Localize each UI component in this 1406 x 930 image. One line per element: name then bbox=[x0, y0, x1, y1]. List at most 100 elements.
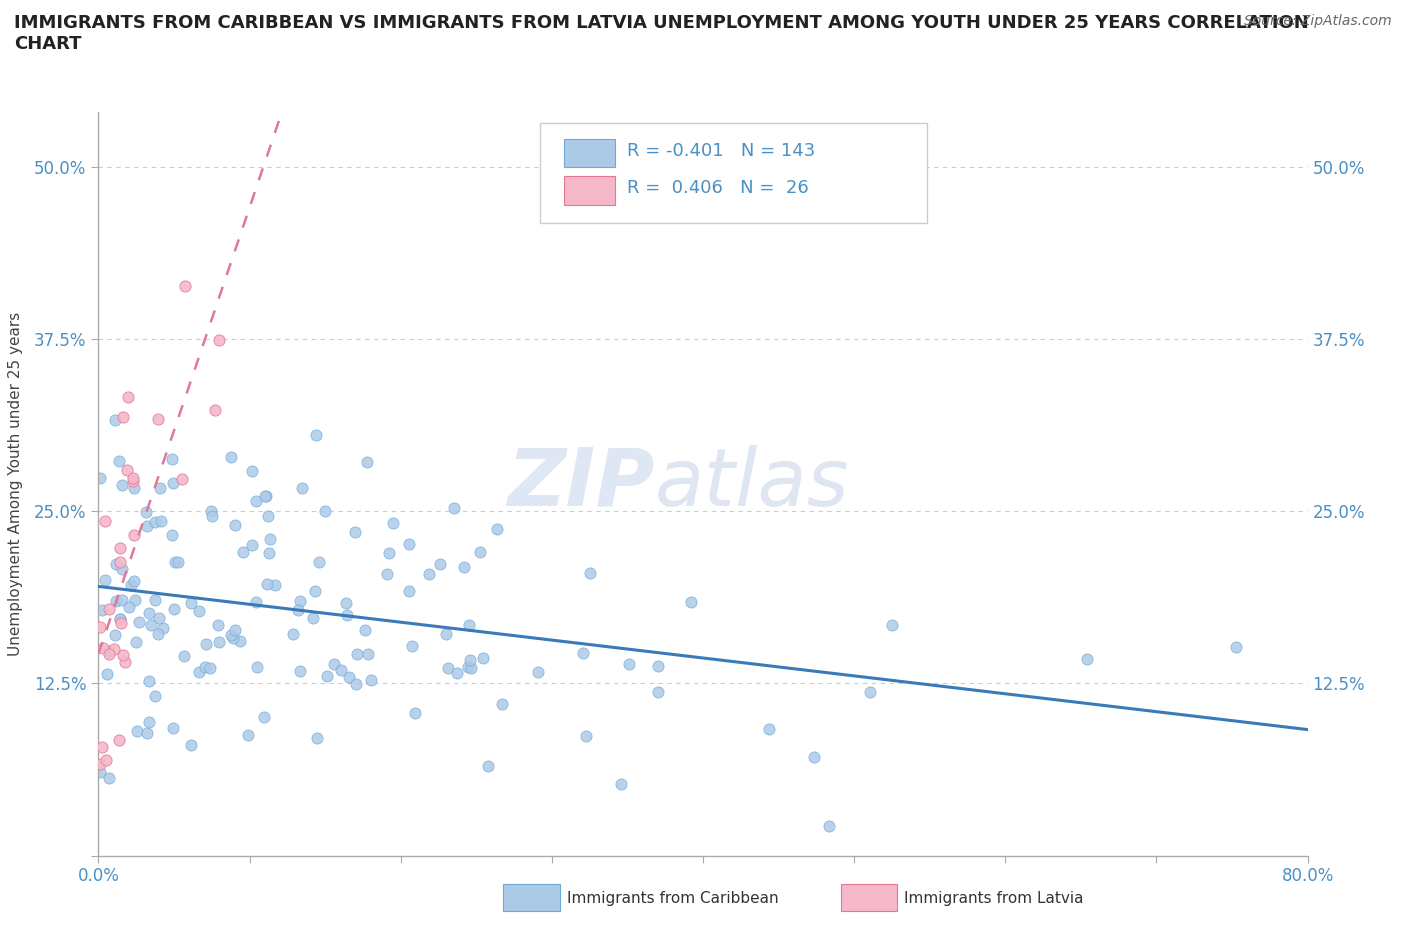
Point bbox=[240, 464, 263, 479]
Point bbox=[245, 595, 267, 610]
Point bbox=[453, 560, 475, 575]
Point bbox=[114, 654, 136, 669]
Point bbox=[344, 525, 367, 539]
Point bbox=[198, 660, 221, 675]
Point bbox=[1225, 640, 1247, 655]
Point bbox=[256, 577, 278, 591]
Point bbox=[316, 669, 339, 684]
Point bbox=[138, 673, 160, 688]
Point bbox=[111, 561, 134, 576]
Point bbox=[758, 722, 780, 737]
Point bbox=[135, 505, 157, 520]
Point bbox=[173, 648, 195, 663]
Point bbox=[162, 721, 184, 736]
FancyBboxPatch shape bbox=[564, 140, 614, 167]
Point bbox=[122, 528, 145, 543]
Point bbox=[679, 595, 702, 610]
Point bbox=[229, 633, 252, 648]
Point bbox=[115, 462, 138, 477]
Point bbox=[104, 628, 127, 643]
Point bbox=[375, 566, 398, 581]
Point bbox=[572, 645, 595, 660]
Point bbox=[290, 663, 312, 678]
Point bbox=[880, 618, 903, 632]
Point bbox=[138, 714, 160, 729]
Point bbox=[418, 566, 440, 581]
Point bbox=[579, 565, 602, 580]
Point bbox=[122, 471, 145, 485]
Point bbox=[89, 471, 111, 485]
Point bbox=[135, 726, 157, 741]
Point bbox=[208, 634, 231, 649]
Point bbox=[162, 601, 184, 616]
Point bbox=[108, 612, 131, 627]
Text: IMMIGRANTS FROM CARIBBEAN VS IMMIGRANTS FROM LATVIA UNEMPLOYMENT AMONG YOUTH UND: IMMIGRANTS FROM CARIBBEAN VS IMMIGRANTS … bbox=[14, 14, 1309, 53]
Text: R =  0.406   N =  26: R = 0.406 N = 26 bbox=[627, 179, 808, 197]
Point bbox=[152, 620, 174, 635]
Point bbox=[127, 724, 149, 738]
Point bbox=[245, 493, 267, 508]
Point bbox=[149, 481, 172, 496]
Point bbox=[120, 578, 142, 592]
Point bbox=[208, 332, 231, 347]
Point bbox=[344, 677, 367, 692]
Point bbox=[457, 660, 479, 675]
Point bbox=[143, 592, 166, 607]
Point bbox=[224, 517, 246, 532]
Point bbox=[89, 620, 111, 635]
Point bbox=[98, 602, 121, 617]
Point bbox=[110, 554, 132, 569]
Point bbox=[817, 819, 839, 834]
Point bbox=[111, 478, 134, 493]
Point bbox=[307, 731, 329, 746]
Point bbox=[329, 663, 352, 678]
Text: Immigrants from Latvia: Immigrants from Latvia bbox=[904, 891, 1084, 906]
Point bbox=[458, 618, 481, 632]
Point bbox=[89, 764, 111, 779]
Point bbox=[240, 538, 263, 552]
Point bbox=[122, 473, 145, 488]
Point bbox=[337, 670, 360, 684]
Point bbox=[122, 574, 145, 589]
Point bbox=[443, 501, 465, 516]
Point bbox=[288, 593, 311, 608]
Point bbox=[436, 661, 458, 676]
Point bbox=[527, 664, 550, 679]
Point bbox=[180, 596, 202, 611]
Point bbox=[1076, 652, 1098, 667]
Point bbox=[96, 667, 118, 682]
Point bbox=[254, 488, 277, 503]
Point bbox=[323, 657, 346, 671]
Point bbox=[859, 684, 882, 699]
FancyBboxPatch shape bbox=[564, 177, 614, 205]
Point bbox=[356, 454, 378, 469]
Point bbox=[124, 592, 146, 607]
Point bbox=[110, 592, 132, 607]
Point bbox=[404, 706, 426, 721]
Point bbox=[398, 583, 420, 598]
Point bbox=[357, 646, 380, 661]
Point bbox=[401, 639, 423, 654]
Y-axis label: Unemployment Among Youth under 25 years: Unemployment Among Youth under 25 years bbox=[8, 312, 22, 656]
Point bbox=[477, 758, 499, 773]
Point bbox=[207, 618, 229, 632]
Point bbox=[253, 489, 276, 504]
Point bbox=[195, 637, 218, 652]
Point bbox=[803, 750, 825, 764]
Point bbox=[378, 545, 401, 560]
Point bbox=[90, 739, 112, 754]
Point bbox=[204, 403, 226, 418]
Point bbox=[301, 610, 323, 625]
Point bbox=[104, 413, 127, 428]
Point bbox=[304, 427, 326, 442]
Text: Immigrants from Caribbean: Immigrants from Caribbean bbox=[567, 891, 779, 906]
Point bbox=[150, 513, 173, 528]
Text: ZIP: ZIP bbox=[508, 445, 655, 523]
Point bbox=[146, 626, 169, 641]
Point bbox=[360, 672, 382, 687]
Point bbox=[143, 514, 166, 529]
Point bbox=[335, 595, 357, 610]
Point bbox=[111, 648, 134, 663]
Point bbox=[257, 508, 280, 523]
Point bbox=[108, 453, 131, 468]
